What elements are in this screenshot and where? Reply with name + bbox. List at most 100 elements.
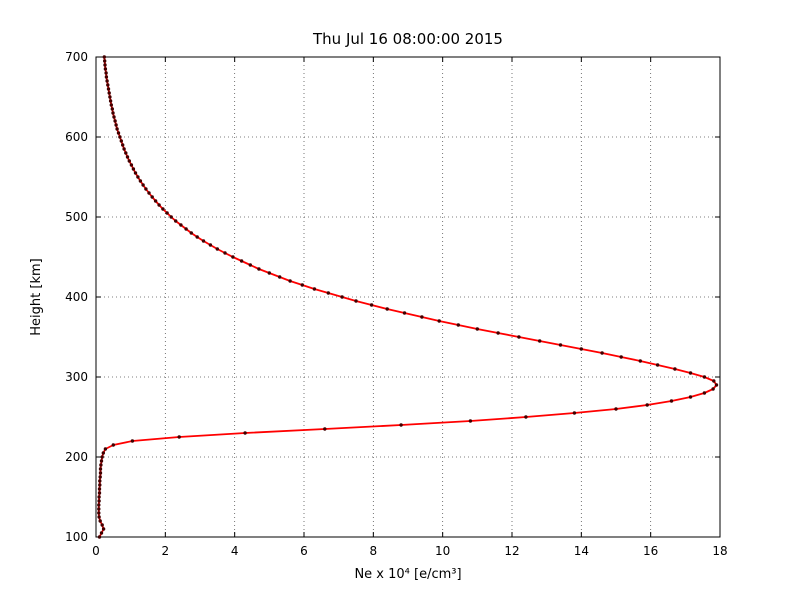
data-point-marker xyxy=(133,171,138,175)
data-point-marker xyxy=(300,283,304,287)
data-point-marker xyxy=(112,115,116,119)
data-point-marker xyxy=(475,327,479,331)
data-point-marker xyxy=(195,235,199,239)
data-point-marker xyxy=(103,67,108,71)
data-point-marker xyxy=(127,159,131,163)
data-point-marker xyxy=(119,139,124,143)
data-point-marker xyxy=(104,71,108,75)
data-point-marker xyxy=(98,475,102,479)
data-point-marker xyxy=(106,87,111,91)
data-point-marker xyxy=(248,263,252,267)
data-point-marker xyxy=(153,199,158,203)
data-point-marker xyxy=(402,311,407,315)
y-tick-label: 500 xyxy=(65,210,88,224)
data-point-marker xyxy=(124,151,128,155)
data-point-marker xyxy=(102,55,107,59)
data-point-marker xyxy=(524,415,528,419)
data-point-marker xyxy=(496,331,500,335)
data-point-marker xyxy=(98,483,102,487)
data-point-marker xyxy=(97,515,101,519)
data-point-marker xyxy=(278,275,282,279)
x-tick-label: 14 xyxy=(574,544,589,558)
data-point-marker xyxy=(572,411,577,415)
plot-area: 0 2 4 6 8 10 12 14 16 18 100 200 300 400 500 600 700 xyxy=(65,50,728,558)
data-point-marker xyxy=(100,455,104,459)
data-point-marker xyxy=(712,379,716,383)
data-point-marker xyxy=(323,427,327,431)
data-point-marker xyxy=(97,487,102,491)
x-tick-label: 12 xyxy=(504,544,519,558)
data-point-marker xyxy=(97,499,101,503)
data-point-marker xyxy=(103,63,107,67)
data-point-marker xyxy=(600,351,604,355)
data-point-marker xyxy=(399,423,403,427)
data-point-marker xyxy=(517,335,521,339)
data-point-marker xyxy=(125,155,130,159)
data-point-marker xyxy=(614,407,618,411)
data-point-marker xyxy=(369,303,374,307)
data-point-marker xyxy=(161,207,165,211)
data-point-marker xyxy=(98,519,102,523)
data-point-marker xyxy=(100,523,104,527)
data-point-marker xyxy=(669,399,674,403)
data-point-marker xyxy=(231,255,235,259)
data-point-marker xyxy=(129,163,134,167)
data-point-marker xyxy=(101,451,106,455)
x-tick-label: 10 xyxy=(435,544,450,558)
data-point-marker xyxy=(97,507,101,511)
x-tick-label: 4 xyxy=(231,544,239,558)
data-point-marker xyxy=(99,531,104,535)
data-point-marker xyxy=(109,103,114,107)
data-point-marker xyxy=(177,435,181,439)
data-point-marker xyxy=(538,339,542,343)
x-tick-label: 18 xyxy=(712,544,727,558)
data-point-marker xyxy=(113,119,117,123)
data-point-marker xyxy=(257,267,261,271)
data-point-marker xyxy=(122,147,126,151)
data-point-marker xyxy=(157,203,161,207)
data-point-marker xyxy=(688,371,693,375)
data-point-marker xyxy=(239,259,244,263)
y-axis-label: Height [km] xyxy=(29,258,44,335)
data-point-marker xyxy=(97,503,101,507)
data-point-marker xyxy=(702,375,707,379)
data-point-marker xyxy=(326,291,330,295)
data-point-marker xyxy=(99,459,104,463)
data-point-marker xyxy=(103,447,108,451)
data-point-marker xyxy=(141,183,145,187)
data-point-marker xyxy=(98,479,102,483)
data-point-marker xyxy=(688,395,693,399)
data-point-marker xyxy=(385,307,389,311)
data-point-marker xyxy=(243,431,247,435)
data-point-marker xyxy=(106,83,110,87)
data-point-marker xyxy=(131,167,136,171)
data-point-marker xyxy=(111,443,116,447)
data-point-marker xyxy=(169,215,173,219)
data-point-marker xyxy=(104,75,109,79)
y-tick-label: 200 xyxy=(65,450,88,464)
data-point-marker xyxy=(288,279,292,283)
data-point-marker xyxy=(101,527,106,531)
series-line xyxy=(97,56,718,538)
data-point-marker xyxy=(114,123,118,127)
data-point-marker xyxy=(108,99,113,103)
x-tick-label: 16 xyxy=(643,544,658,558)
data-point-marker xyxy=(118,135,122,139)
data-point-marker xyxy=(138,179,143,183)
data-point-marker xyxy=(97,511,101,515)
data-point-marker xyxy=(711,387,715,391)
data-point-marker xyxy=(97,495,101,499)
data-point-marker xyxy=(468,419,473,423)
data-point-marker xyxy=(208,243,213,247)
data-point-marker xyxy=(121,143,125,147)
data-point-marker xyxy=(714,383,719,387)
data-point-marker xyxy=(144,187,148,191)
data-point-marker xyxy=(456,323,460,327)
data-point-marker xyxy=(130,439,135,443)
y-tick-label: 600 xyxy=(65,130,88,144)
data-point-marker xyxy=(638,359,642,363)
data-point-marker xyxy=(619,355,623,359)
data-point-marker xyxy=(147,191,151,195)
data-point-marker xyxy=(579,347,583,351)
